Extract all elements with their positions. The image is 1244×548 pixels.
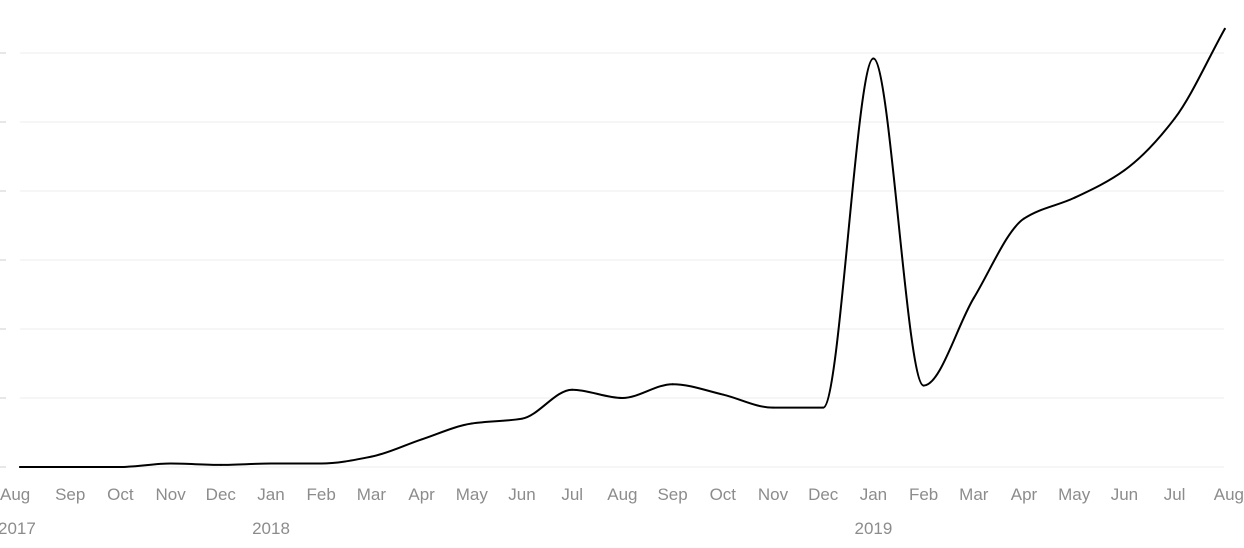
x-tick-label: Sep — [657, 485, 687, 504]
year-label: 2019 — [854, 519, 892, 538]
x-tick-label: Aug — [607, 485, 637, 504]
x-tick-label: Jun — [508, 485, 535, 504]
year-label: 2017 — [0, 519, 36, 538]
x-tick-label: Jan — [257, 485, 284, 504]
data-point — [972, 296, 975, 299]
x-tick-label: Apr — [1011, 485, 1038, 504]
x-tick-label: Nov — [155, 485, 186, 504]
x-tick-label: Dec — [206, 485, 237, 504]
year-label: 2018 — [252, 519, 290, 538]
grid — [0, 52, 1224, 468]
x-tick-label: Dec — [808, 485, 839, 504]
x-tick-label: Oct — [710, 485, 737, 504]
data-point — [19, 466, 21, 468]
data-point — [521, 417, 523, 420]
series-layer — [19, 27, 1226, 469]
x-tick-label: Nov — [758, 485, 789, 504]
x-tick-label: Jan — [860, 485, 887, 504]
data-point — [320, 462, 323, 465]
x-tick-label: Jul — [1164, 485, 1186, 504]
x-tick-label: Oct — [107, 485, 134, 504]
x-tick-label: Mar — [959, 485, 989, 504]
data-point — [822, 406, 825, 409]
data-point — [872, 57, 875, 60]
data-point — [571, 388, 574, 391]
data-point — [1023, 217, 1025, 220]
data-point — [772, 406, 774, 409]
data-point — [1123, 169, 1126, 172]
data-point — [922, 384, 925, 387]
x-tick-label: May — [1058, 485, 1091, 504]
data-point — [69, 466, 72, 468]
data-point — [1223, 27, 1226, 30]
data-point — [470, 422, 473, 425]
x-tick-label: Mar — [357, 485, 387, 504]
data-point — [621, 397, 624, 399]
data-point — [721, 393, 724, 396]
x-tick-label: Aug — [0, 485, 30, 504]
data-point — [219, 463, 222, 466]
data-point — [370, 455, 373, 458]
series-line-0 — [19, 27, 1226, 469]
data-point — [1173, 117, 1176, 120]
data-point — [420, 438, 423, 441]
x-tick-label: Jun — [1111, 485, 1138, 504]
data-point — [671, 383, 674, 386]
x-tick-label: Feb — [909, 485, 938, 504]
x-tick-label: May — [456, 485, 489, 504]
x-tick-label: Apr — [408, 485, 435, 504]
data-point — [1073, 196, 1076, 199]
data-point — [270, 462, 272, 465]
data-point — [169, 462, 172, 465]
x-tick-label: Jul — [561, 485, 583, 504]
x-tick-label: Sep — [55, 485, 85, 504]
x-axis: Aug Sep Oct Nov Dec Jan Feb Mar Apr May Jun Jul Aug S… — [0, 485, 1244, 538]
x-tick-label: Feb — [307, 485, 336, 504]
data-point — [119, 466, 122, 468]
x-tick-label: Aug — [1214, 485, 1244, 504]
